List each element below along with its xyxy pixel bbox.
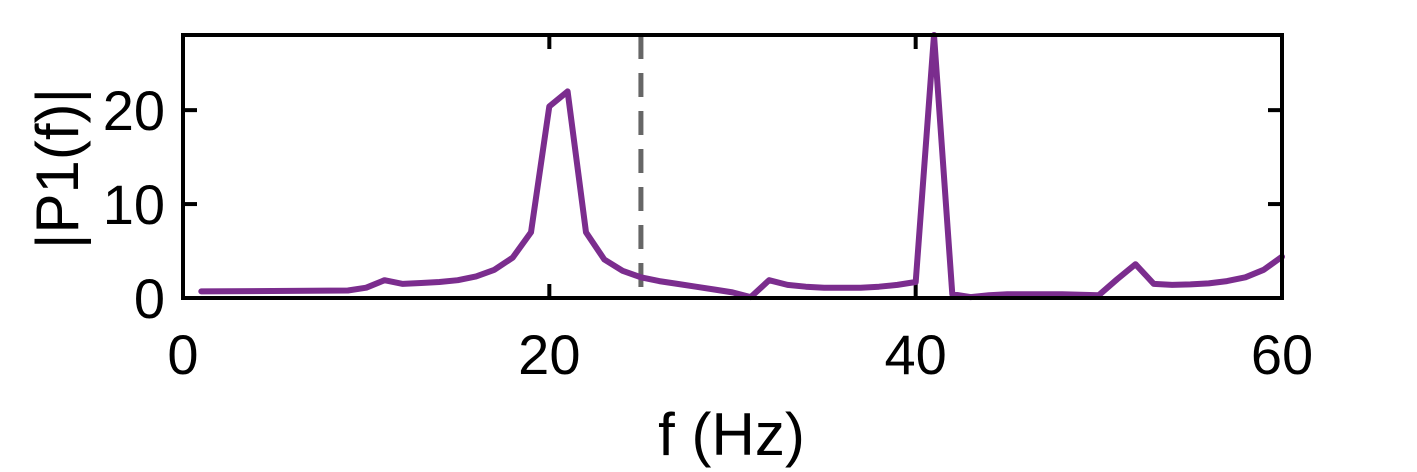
y-axis-title: |P1(f)|	[24, 88, 91, 249]
plot-area-frame	[181, 33, 1284, 300]
series-line	[198, 32, 1285, 301]
y-tick-label: 20	[103, 79, 165, 142]
x-tick-label: 60	[1251, 323, 1313, 386]
x-tick-label: 0	[167, 323, 198, 386]
y-tick-label: 10	[103, 173, 165, 236]
tick-labels-layer: 0 20 40 60 0 10 20	[103, 79, 1313, 386]
x-tick-label: 20	[518, 323, 580, 386]
x-tick-label: 40	[885, 323, 947, 386]
series-layer	[198, 32, 1285, 301]
x-axis-title: f (Hz)	[658, 401, 805, 468]
y-tick-label: 0	[134, 267, 165, 330]
ticks-layer	[181, 35, 1284, 300]
